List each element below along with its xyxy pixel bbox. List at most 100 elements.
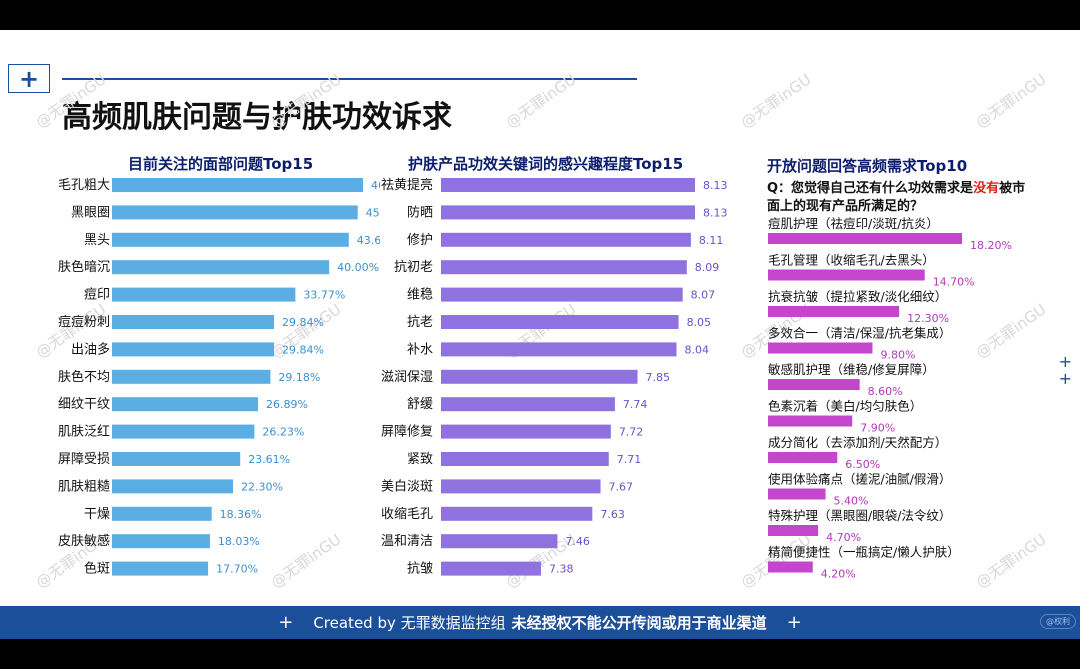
value-label: 8.07	[691, 289, 716, 302]
value-label: 33.77%	[303, 289, 345, 302]
chart1-title: 目前关注的面部问题Top15	[128, 155, 314, 173]
page-title: 高频肌肤问题与护肤功效诉求	[62, 100, 452, 135]
footer-plus-icon: +	[278, 612, 294, 633]
side-plus-icon: +	[1058, 352, 1072, 371]
bar	[441, 397, 615, 412]
value-label: 29.84%	[282, 343, 324, 356]
bar	[441, 452, 609, 466]
bar	[768, 379, 860, 390]
value-label: 7.67	[609, 480, 634, 493]
bar	[112, 260, 330, 275]
category-label: 抗初老	[394, 260, 433, 275]
bar	[112, 369, 271, 384]
category-label: 敏感肌护理（维稳/修复屏障）	[768, 362, 935, 377]
category-label: 毛孔管理（收缩毛孔/去黑头）	[768, 253, 935, 268]
value-label: 18.03%	[218, 535, 260, 548]
bar	[112, 315, 275, 329]
value-label: 18.36%	[220, 508, 262, 521]
question-suffix: 被市面上的现有产品所满足的？	[767, 181, 1026, 214]
value-label: 4.70%	[826, 531, 861, 544]
chart-open-needs: 痘肌护理（祛痘印/淡斑/抗炎） 18.20% 毛孔管理（收缩毛孔/去黑头） 14.70…	[768, 216, 1012, 581]
category-label: 色素沉着（美白/均匀肤色）	[768, 399, 922, 414]
value-label: 8.04	[685, 343, 710, 356]
category-label: 肤色暗沉	[58, 259, 110, 275]
bar	[441, 232, 691, 247]
bar	[441, 205, 695, 220]
value-label: 9.80%	[880, 349, 915, 362]
value-label: 7.46	[565, 535, 590, 548]
plus-icon: +	[8, 64, 50, 93]
category-label: 黑眼圈	[71, 205, 110, 220]
value-label: 43.61%	[357, 234, 380, 247]
value-label: 26.89%	[266, 398, 308, 411]
bar	[112, 479, 234, 494]
bar	[112, 397, 258, 412]
bar	[112, 232, 349, 247]
category-label: 精简便捷性（一瓶搞定/懒人护肤）	[768, 545, 960, 560]
bar	[112, 424, 255, 439]
category-label: 修护	[407, 233, 433, 248]
category-label: 抗衰抗皱（提拉紧致/淡化细纹）	[768, 289, 947, 304]
bar	[112, 342, 275, 357]
chart-face-issues: 毛孔粗大 46.23% 黑眼圈 45.25% 黑头 43.61% 肤色暗沉 40.00% 痘印 3…	[58, 178, 380, 577]
value-label: 12.30%	[907, 312, 949, 325]
category-label: 特殊护理（黑眼圈/眼袋/法令纹）	[768, 508, 951, 523]
bar	[441, 287, 683, 302]
value-label: 7.72	[619, 426, 644, 439]
value-label: 4.20%	[821, 568, 856, 581]
bar	[768, 415, 853, 427]
bar	[441, 561, 541, 576]
value-label: 29.84%	[282, 316, 324, 329]
category-label: 肤色不均	[58, 369, 110, 385]
bar	[112, 561, 209, 576]
chart-efficacy-keywords: 祛黄提亮 8.13 防晒 8.13 修护 8.11 抗初老 8.09 维稳 8.07 抗老 8.05 补…	[381, 177, 728, 577]
bar	[768, 525, 819, 536]
category-label: 补水	[407, 342, 433, 357]
bar	[112, 506, 212, 521]
category-label: 痘肌护理（祛痘印/淡斑/抗炎）	[768, 216, 939, 231]
bar	[112, 205, 358, 220]
category-label: 舒缓	[407, 397, 433, 412]
value-label: 8.11	[699, 234, 724, 247]
footer-plus-icon: +	[786, 612, 802, 633]
category-label: 滋润保湿	[381, 370, 433, 385]
value-label: 26.23%	[262, 426, 304, 439]
bar	[112, 178, 363, 192]
value-label: 6.50%	[845, 458, 880, 471]
bar	[768, 342, 873, 354]
footer-created: Created by 无罪数据监控组	[313, 614, 506, 632]
value-label: 7.85	[646, 371, 671, 384]
category-label: 肌肤泛红	[58, 424, 110, 440]
bar	[112, 287, 296, 302]
value-label: 23.61%	[248, 453, 290, 466]
category-label: 多效合一（清洁/保湿/抗老集成）	[768, 326, 951, 341]
category-label: 痘痘粉刺	[58, 315, 110, 330]
bar	[112, 452, 241, 466]
bar	[441, 315, 679, 329]
bar	[441, 479, 601, 494]
category-label: 痘印	[84, 288, 110, 303]
category-label: 干燥	[84, 507, 110, 522]
bar	[768, 452, 838, 463]
footer-notice: 未经授权不能公开传阅或用于商业渠道	[511, 614, 767, 632]
value-label: 5.40%	[834, 495, 869, 508]
side-plus-icon: +	[1058, 369, 1072, 388]
category-label: 温和清洁	[381, 534, 433, 549]
value-label: 18.20%	[970, 239, 1012, 252]
bar	[112, 534, 210, 549]
category-label: 抗皱	[407, 561, 433, 577]
value-label: 7.63	[600, 508, 625, 521]
category-label: 出油多	[71, 341, 110, 357]
bar	[768, 306, 900, 317]
value-label: 8.13	[703, 206, 728, 219]
category-label: 屏障受损	[58, 452, 110, 467]
value-label: 22.30%	[241, 480, 283, 493]
category-label: 成分简化（去添加剂/天然配方）	[768, 435, 947, 450]
bar	[768, 561, 813, 573]
value-label: 8.05	[687, 316, 712, 329]
category-label: 抗老	[407, 315, 433, 330]
category-label: 祛黄提亮	[381, 177, 433, 193]
value-label: 7.90%	[860, 422, 895, 435]
value-label: 17.70%	[216, 563, 258, 576]
value-label: 29.18%	[278, 371, 320, 384]
